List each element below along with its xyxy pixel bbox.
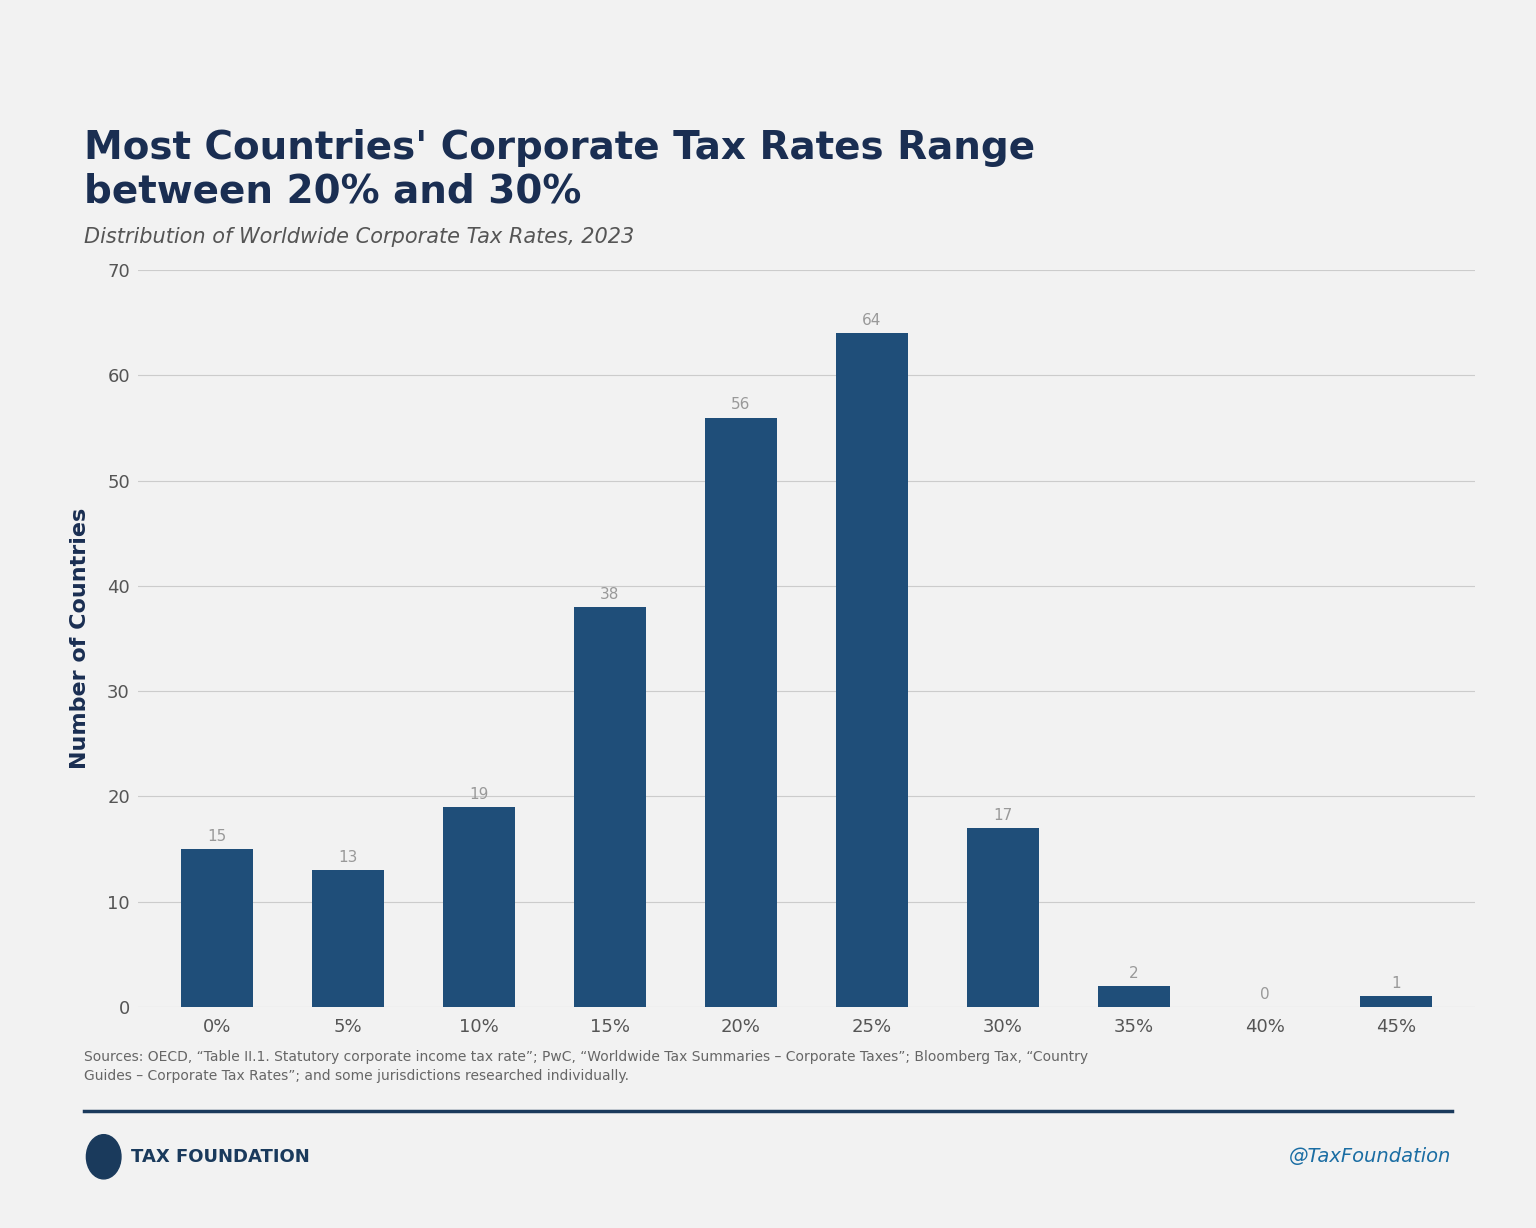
Text: 0: 0: [1260, 986, 1270, 1002]
Circle shape: [86, 1135, 121, 1179]
Text: 17: 17: [994, 808, 1012, 823]
Text: 15: 15: [207, 829, 226, 844]
Bar: [705, 418, 777, 1007]
Text: 13: 13: [338, 850, 358, 865]
Text: Distribution of Worldwide Corporate Tax Rates, 2023: Distribution of Worldwide Corporate Tax …: [84, 227, 634, 247]
Text: TAX FOUNDATION: TAX FOUNDATION: [131, 1148, 309, 1165]
Text: 56: 56: [731, 397, 751, 413]
Bar: [181, 849, 253, 1007]
Y-axis label: Number of Countries: Number of Countries: [71, 508, 91, 769]
Bar: [1359, 996, 1432, 1007]
Text: 2: 2: [1129, 965, 1138, 981]
Text: 38: 38: [601, 587, 619, 602]
Text: 19: 19: [468, 787, 488, 802]
Bar: [836, 333, 908, 1007]
Text: 64: 64: [862, 313, 882, 328]
Text: @TaxFoundation: @TaxFoundation: [1289, 1147, 1452, 1167]
Bar: [442, 807, 515, 1007]
Text: Most Countries' Corporate Tax Rates Range
between 20% and 30%: Most Countries' Corporate Tax Rates Rang…: [84, 129, 1035, 211]
Bar: [966, 828, 1038, 1007]
Bar: [1098, 986, 1170, 1007]
Text: 1: 1: [1392, 976, 1401, 991]
Text: Sources: OECD, “Table II.1. Statutory corporate income tax rate”; PwC, “Worldwid: Sources: OECD, “Table II.1. Statutory co…: [84, 1050, 1089, 1083]
Bar: [574, 607, 647, 1007]
Bar: [312, 871, 384, 1007]
